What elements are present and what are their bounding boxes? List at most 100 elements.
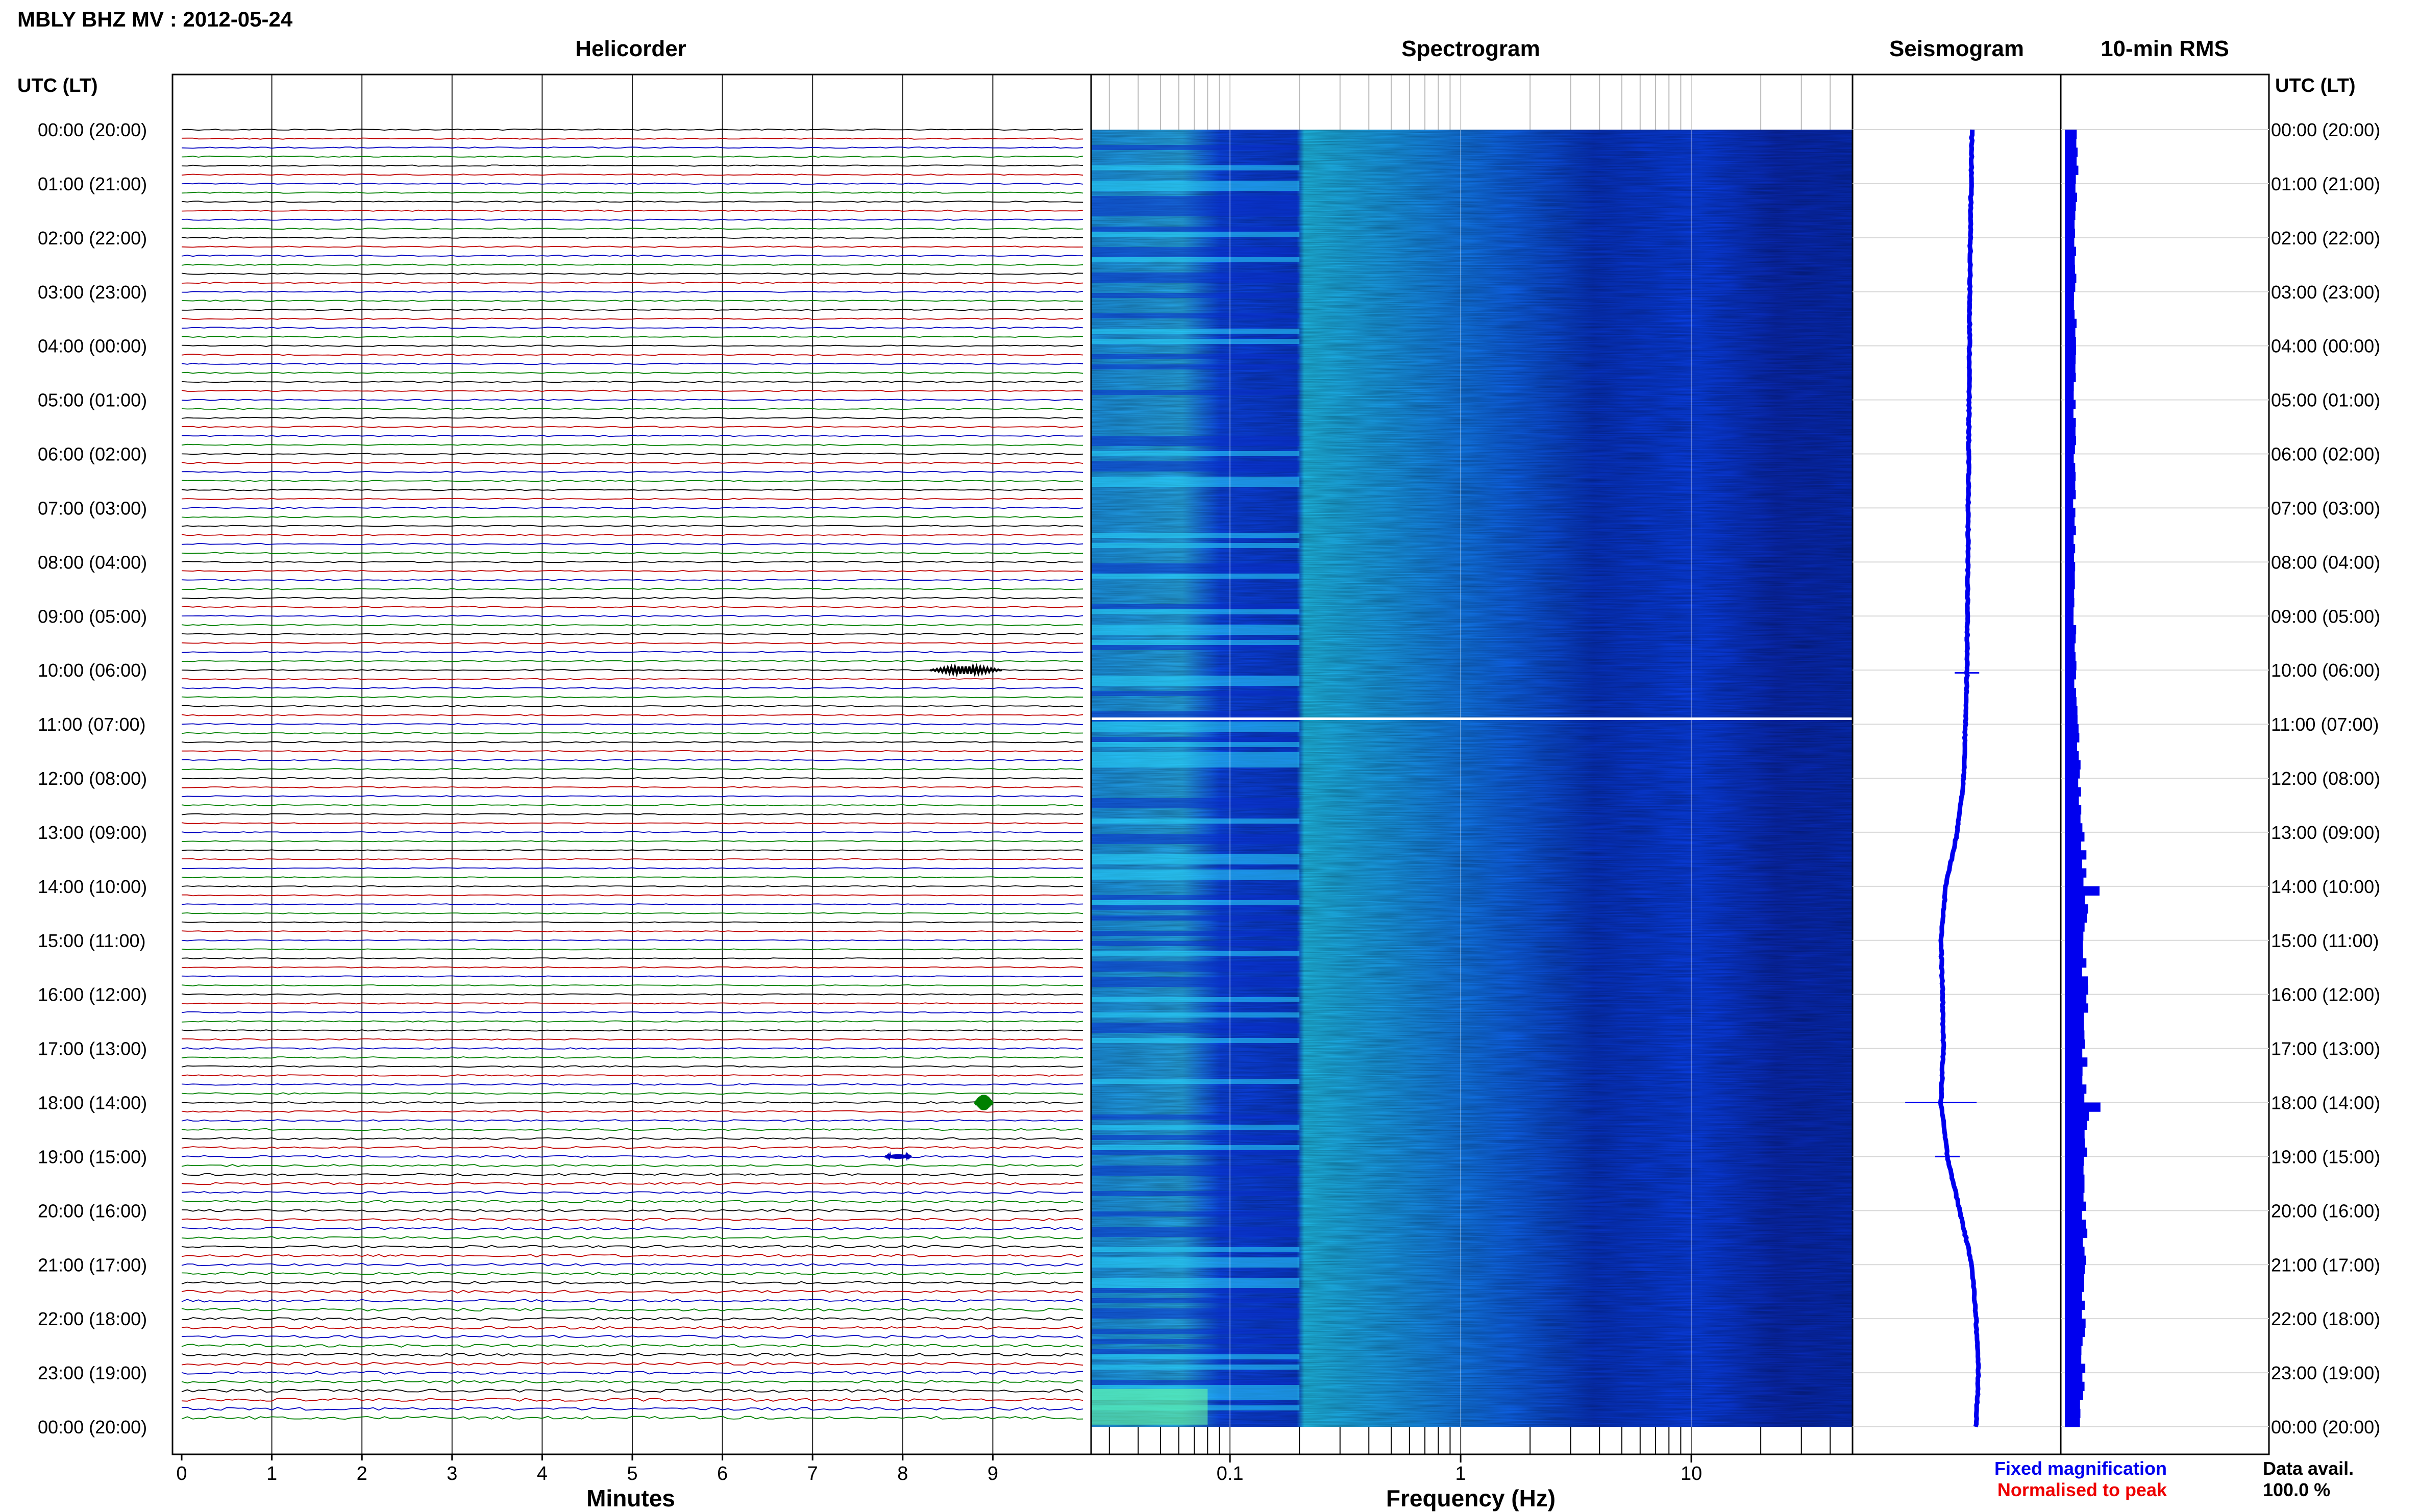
- rms-bar: [2065, 444, 2075, 455]
- helicorder-trace: [181, 488, 1083, 491]
- helicorder-trace: [181, 173, 1083, 176]
- rms-bar: [2065, 264, 2076, 275]
- rms-bar: [2065, 130, 2077, 139]
- rms-bar: [2065, 544, 2076, 554]
- helicorder-trace: [181, 831, 1083, 833]
- spectrogram-row: [1091, 1227, 1300, 1232]
- time-label-right: 21:00 (17:00): [2271, 1254, 2380, 1275]
- helicorder-trace: [181, 1083, 1083, 1086]
- helicorder-trace: [182, 750, 1083, 753]
- time-label-left: 01:00 (21:00): [38, 173, 147, 194]
- rms-bar: [2065, 427, 2076, 436]
- time-label-right: 08:00 (04:00): [2271, 552, 2380, 573]
- rms-bar: [2065, 165, 2079, 175]
- rms-bar: [2065, 1066, 2083, 1076]
- rms-bar: [2065, 1111, 2089, 1121]
- spectrogram-row: [1091, 915, 1300, 921]
- spectrogram-row: [1091, 1257, 1300, 1262]
- spectrogram-row: [1091, 1262, 1300, 1268]
- helicorder-trace: [181, 588, 1083, 590]
- helicorder-trace: [181, 876, 1083, 879]
- normalised-to-peak-legend: Normalised to peak: [1997, 1479, 2167, 1500]
- helicorder-panel: 0 1 2 3 4 5 6 7 8 9: [171, 73, 1092, 1484]
- helicorder-trace: [181, 615, 1083, 617]
- spectrogram-row: [1091, 354, 1300, 359]
- rms-bars: [2065, 130, 2101, 1427]
- spectrogram-row: [1091, 181, 1300, 186]
- time-label-left: 07:00 (03:00): [38, 498, 147, 518]
- helicorder-trace: [181, 1029, 1083, 1032]
- helicorder-x-tick-label: 9: [988, 1463, 998, 1484]
- spectrogram-row: [1091, 533, 1300, 538]
- helicorder-trace: [181, 182, 1083, 185]
- spectrogram-row: [1091, 451, 1300, 456]
- time-label-left: 03:00 (23:00): [38, 282, 147, 303]
- helicorder-trace: [181, 164, 1083, 167]
- time-label-right: 00:00 (20:00): [2271, 1417, 2380, 1437]
- spectrogram-row: [1091, 803, 1300, 808]
- helicorder-trace: [181, 1389, 1083, 1393]
- rms-bar: [2065, 958, 2087, 968]
- rms-bar: [2065, 1012, 2084, 1022]
- helicorder-trace: [181, 209, 1083, 212]
- spectrogram-row: [1091, 1150, 1300, 1155]
- spectrogram-row: [1091, 201, 1300, 206]
- spectrogram-x-tick-label: 10: [1681, 1463, 1702, 1484]
- helicorder-trace: [181, 984, 1083, 987]
- helicorder-trace: [181, 957, 1083, 960]
- time-label-right: 16:00 (12:00): [2271, 984, 2380, 1005]
- helicorder-trace: [181, 354, 1083, 356]
- rms-bar: [2065, 274, 2077, 283]
- spectrogram-row: [1091, 1247, 1300, 1252]
- spectrogram-row: [1091, 329, 1300, 334]
- rms-bar: [2065, 904, 2088, 914]
- helicorder-trace: [181, 1245, 1083, 1249]
- helicorder-trace: [181, 867, 1083, 870]
- time-label-right: 12:00 (08:00): [2271, 768, 2380, 789]
- spectrogram-row: [1091, 645, 1300, 650]
- helicorder-trace: [181, 1361, 1083, 1366]
- time-label-right: 06:00 (02:00): [2271, 444, 2380, 465]
- helicorder-trace: [181, 498, 1083, 500]
- helicorder-trace: [181, 1254, 1083, 1258]
- time-label-left: 00:00 (20:00): [38, 119, 147, 140]
- helicorder-trace: [181, 308, 1083, 311]
- helicorder-trace: [181, 912, 1083, 914]
- fixed-magnification-legend: Fixed magnification: [1994, 1458, 2167, 1479]
- spectrogram-x-tick-label: 0.1: [1217, 1463, 1244, 1484]
- helicorder-x-tick-label: 1: [266, 1463, 277, 1484]
- helicorder-trace: [181, 1137, 1083, 1140]
- rms-bar: [2065, 490, 2076, 500]
- spectrogram-row: [1091, 931, 1300, 936]
- time-label-left: 14:00 (10:00): [38, 876, 147, 897]
- rms-bar: [2065, 1346, 2082, 1355]
- rms-bar: [2065, 616, 2074, 626]
- spectrogram-row: [1091, 466, 1300, 472]
- helicorder-trace: [181, 290, 1083, 293]
- helicorder-x-tick-label: 3: [447, 1463, 457, 1484]
- spectrogram-row: [1091, 1145, 1300, 1150]
- spectrogram-row: [1091, 1135, 1300, 1140]
- spectrogram-row: [1091, 1171, 1300, 1176]
- helicorder-trace: [181, 597, 1083, 600]
- helicorder-events: [884, 662, 1002, 1161]
- rms-bar: [2065, 1003, 2088, 1013]
- data-availability-value: 100.0 %: [2263, 1479, 2330, 1500]
- time-label-right: 09:00 (05:00): [2271, 606, 2380, 627]
- rms-bar: [2065, 283, 2076, 292]
- rms-bar: [2065, 652, 2076, 662]
- helicorder-trace: [181, 1002, 1083, 1005]
- rms-bar: [2065, 985, 2088, 995]
- spectrogram-row: [1091, 461, 1300, 466]
- rms-bar: [2065, 246, 2076, 256]
- helicorder-trace: [182, 435, 1083, 437]
- rms-bar: [2065, 1265, 2085, 1274]
- spectrogram-row: [1091, 966, 1300, 972]
- time-labels-left: 00:00 (20:00) 01:00 (21:00) 02:00 (22:00) 0…: [38, 119, 147, 1437]
- rms-bar: [2065, 1030, 2085, 1040]
- spectrogram-row: [1091, 1288, 1300, 1293]
- spectrogram-row: [1091, 1166, 1300, 1171]
- rms-bar: [2065, 219, 2075, 229]
- spectrogram-row: [1091, 293, 1300, 298]
- rms-bar: [2065, 1219, 2086, 1229]
